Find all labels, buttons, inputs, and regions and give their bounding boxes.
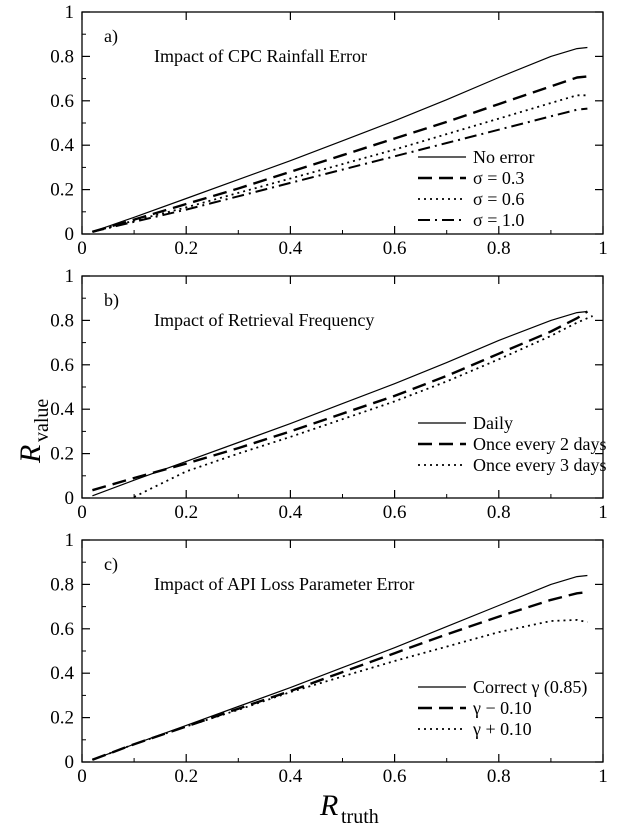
y-tick-label: 0.6 bbox=[50, 91, 74, 112]
x-tick-label: 0.4 bbox=[279, 766, 303, 787]
panel-title: Impact of Retrieval Frequency bbox=[154, 310, 374, 330]
y-tick-label: 1 bbox=[65, 530, 75, 551]
x-tick-label: 0.2 bbox=[174, 238, 198, 259]
panel-title: Impact of CPC Rainfall Error bbox=[154, 46, 367, 66]
legend-entry-label: Once every 2 days bbox=[473, 434, 606, 454]
y-tick-label: 0.6 bbox=[50, 619, 74, 640]
legend-entry-label: Once every 3 days bbox=[473, 455, 606, 475]
panel-label: c) bbox=[104, 554, 118, 575]
legend-entry-label: σ = 1.0 bbox=[473, 210, 524, 230]
x-tick-label: 0.6 bbox=[383, 238, 407, 259]
x-tick-label: 0.6 bbox=[383, 502, 407, 523]
y-tick-label: 0 bbox=[65, 752, 75, 773]
y-tick-label: 0.8 bbox=[50, 46, 74, 67]
x-axis-label-sub: truth bbox=[341, 806, 379, 828]
series-line-3 bbox=[92, 94, 588, 233]
y-tick-label: 1 bbox=[65, 2, 75, 23]
series-line-3 bbox=[133, 315, 593, 498]
x-tick-label: 1 bbox=[598, 766, 608, 787]
x-tick-label: 1 bbox=[598, 238, 608, 259]
y-tick-label: 0.4 bbox=[50, 399, 74, 420]
x-tick-label: 0 bbox=[77, 238, 87, 259]
x-tick-label: 0.8 bbox=[487, 502, 511, 523]
x-tick-label: 0 bbox=[77, 766, 87, 787]
legend-entry-label: No error bbox=[473, 147, 534, 167]
x-tick-label: 0.2 bbox=[174, 766, 198, 787]
y-axis-label-sub: value bbox=[31, 399, 53, 442]
panel-label: b) bbox=[104, 290, 119, 311]
chart-panel-3: 0 0.2 0.4 0.6 0.8 1 0 0.2 0.4 0.6 0.8 1 c) Impact of … bbox=[50, 530, 608, 787]
y-tick-label: 0.2 bbox=[50, 180, 74, 201]
chart-panel-1: 0 0.2 0.4 0.6 0.8 1 0 0.2 0.4 0.6 0.8 1 a) Impact of … bbox=[50, 2, 608, 259]
x-axis-label-main: R bbox=[319, 789, 338, 822]
y-tick-label: 0.6 bbox=[50, 355, 74, 376]
series-line-2 bbox=[92, 75, 588, 233]
y-tick-label: 0.8 bbox=[50, 310, 74, 331]
legend: Correct γ (0.85)γ − 0.10γ + 0.10 bbox=[418, 677, 587, 739]
legend-entry-label: Daily bbox=[473, 413, 513, 433]
y-axis-label-main: R bbox=[14, 445, 47, 464]
legend-entry-label: γ − 0.10 bbox=[472, 698, 532, 718]
y-tick-label: 0 bbox=[65, 224, 75, 245]
series-line-3 bbox=[92, 619, 588, 761]
legend-entry-label: σ = 0.6 bbox=[473, 189, 524, 209]
x-tick-label: 0 bbox=[77, 502, 87, 523]
panel-title: Impact of API Loss Parameter Error bbox=[154, 574, 414, 594]
series-line-1 bbox=[92, 46, 588, 233]
legend-entry-label: σ = 0.3 bbox=[473, 168, 524, 188]
chart-panel-2: 0 0.2 0.4 0.6 0.8 1 0 0.2 0.4 0.6 0.8 1 b) Impact of … bbox=[50, 266, 608, 523]
series-line-2 bbox=[92, 310, 589, 492]
y-tick-label: 0.2 bbox=[50, 444, 74, 465]
x-tick-label: 0.8 bbox=[487, 238, 511, 259]
y-tick-label: 0.4 bbox=[50, 663, 74, 684]
x-tick-label: 1 bbox=[598, 502, 608, 523]
legend-entry-label: γ + 0.10 bbox=[472, 719, 532, 739]
y-tick-label: 0 bbox=[65, 488, 75, 509]
x-tick-label: 0.4 bbox=[279, 238, 303, 259]
x-tick-label: 0.6 bbox=[383, 766, 407, 787]
x-tick-label: 0.8 bbox=[487, 766, 511, 787]
y-tick-label: 1 bbox=[65, 266, 75, 287]
y-tick-label: 0.4 bbox=[50, 135, 74, 156]
panel-label: a) bbox=[104, 26, 118, 47]
y-tick-label: 0.2 bbox=[50, 708, 74, 729]
x-tick-label: 0.2 bbox=[174, 502, 198, 523]
series-line-1 bbox=[92, 310, 588, 497]
legend-entry-label: Correct γ (0.85) bbox=[473, 677, 587, 698]
y-tick-label: 0.8 bbox=[50, 574, 74, 595]
x-tick-label: 0.4 bbox=[279, 502, 303, 523]
